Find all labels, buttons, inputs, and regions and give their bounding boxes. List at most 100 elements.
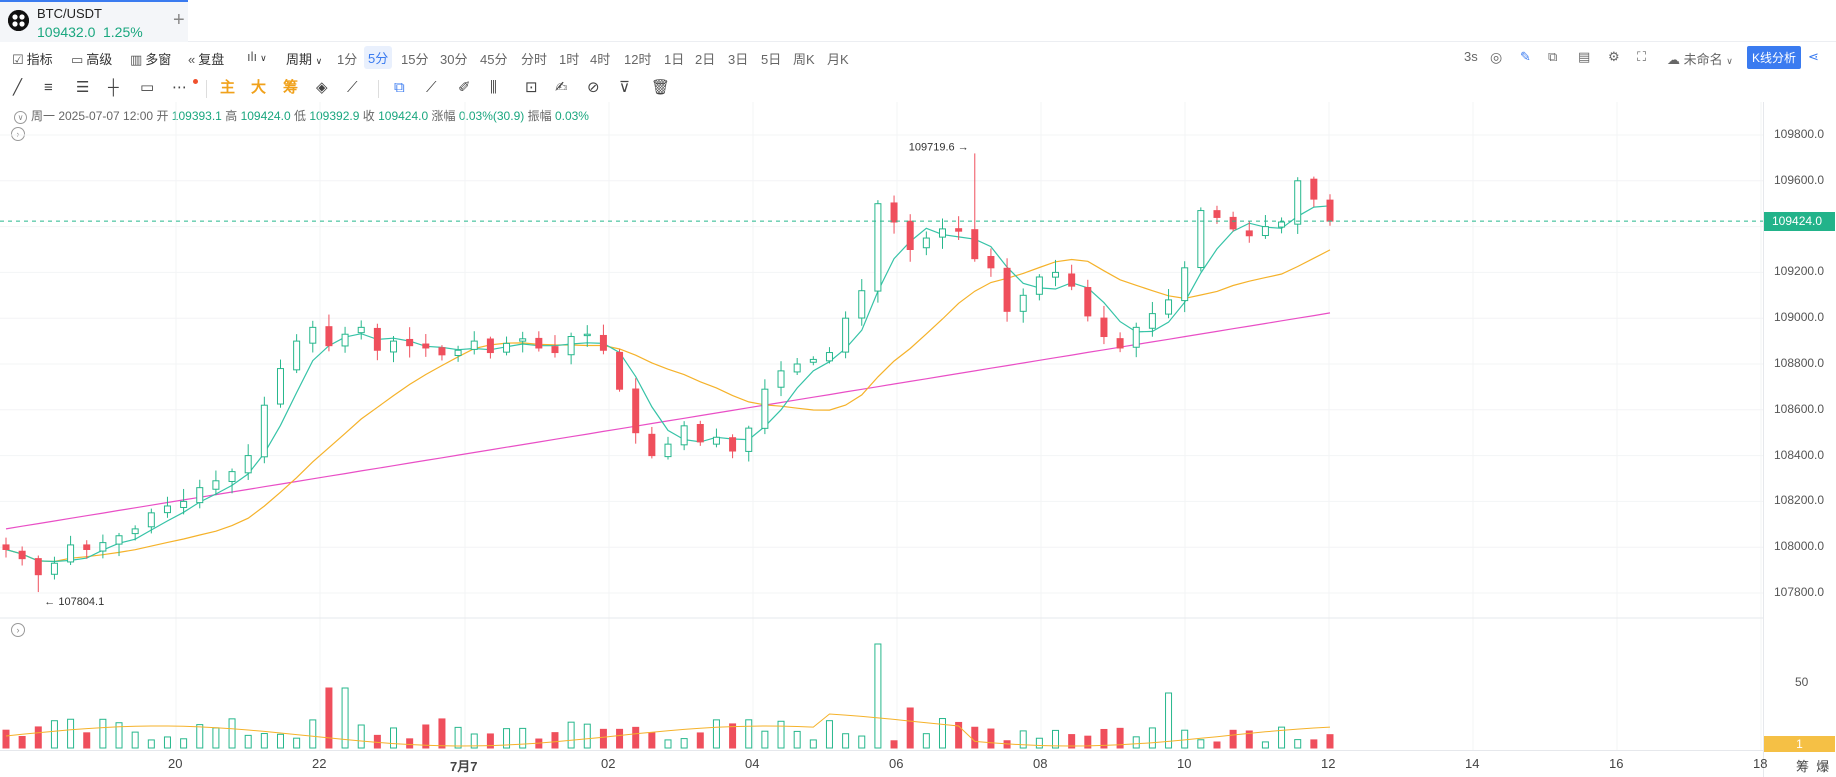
eraser-icon[interactable]: ⟋ xyxy=(347,79,358,96)
period-15m[interactable]: 15分 xyxy=(401,52,429,67)
candle-body xyxy=(163,505,171,514)
price-axis[interactable] xyxy=(1763,102,1836,777)
candle-body xyxy=(648,433,656,457)
copy-icon[interactable]: ⧉ xyxy=(394,79,405,96)
volume-bar xyxy=(486,733,494,749)
rectangle-icon[interactable]: ▭ xyxy=(140,79,155,96)
expand-volume-icon[interactable]: › xyxy=(11,623,25,637)
chevron-down-icon: ∨ xyxy=(1726,56,1733,66)
indicator-icon: ☑ xyxy=(12,52,24,67)
period-30m[interactable]: 30分 xyxy=(440,52,468,67)
period-3d[interactable]: 3日 xyxy=(728,52,749,67)
tab-btc-usdt[interactable]: BTC/USDT 109432.0 1.25% xyxy=(0,0,188,42)
volume-bar xyxy=(664,739,672,749)
candle-body xyxy=(180,500,188,508)
advanced-button[interactable]: ▭ 高级 xyxy=(71,49,112,68)
range-icon[interactable]: ⫼ xyxy=(490,79,497,96)
candle-body xyxy=(890,202,898,223)
volume-bar xyxy=(777,720,785,749)
note-icon[interactable]: ✍ xyxy=(555,79,568,96)
chips-toggle[interactable]: 筹 xyxy=(283,79,299,96)
pen-icon[interactable]: ✎ xyxy=(1520,49,1531,64)
period-4h[interactable]: 4时 xyxy=(590,52,611,67)
period-5d[interactable]: 5日 xyxy=(761,52,782,67)
candle-body xyxy=(955,228,963,232)
period-2d[interactable]: 2日 xyxy=(695,52,716,67)
period-1m[interactable]: 1分 xyxy=(337,52,358,67)
volume-bar xyxy=(955,721,963,749)
period-dropdown[interactable]: 周期 ∨ xyxy=(286,49,322,68)
period-12h[interactable]: 12时 xyxy=(624,52,652,67)
time-axis[interactable] xyxy=(0,750,1763,777)
candle-body xyxy=(842,317,850,353)
candle-body xyxy=(196,487,204,504)
candle-body xyxy=(293,340,301,371)
indicators-button[interactable]: ☑ 指标 xyxy=(12,49,53,68)
close-label: 收 xyxy=(362,109,375,123)
period-week[interactable]: 周K xyxy=(793,52,815,67)
period-1h[interactable]: 1时 xyxy=(559,52,580,67)
kline-analysis-button[interactable]: K线分析 xyxy=(1747,46,1802,69)
plus-icon[interactable]: + xyxy=(173,9,185,31)
volume-bar xyxy=(163,736,171,749)
volume-bar xyxy=(309,719,317,749)
chips-button[interactable]: 筹 xyxy=(1796,759,1810,774)
refresh-interval[interactable]: 3s xyxy=(1464,49,1478,64)
price-axis-label: 108200.0 xyxy=(1774,493,1825,508)
period-1d[interactable]: 1日 xyxy=(664,52,685,67)
parallel-lines-icon[interactable]: ≡ xyxy=(44,79,53,96)
link-icon[interactable]: ⊘ xyxy=(587,79,600,96)
period-45m[interactable]: 45分 xyxy=(480,52,508,67)
filter-icon[interactable]: ⊽ xyxy=(619,79,630,96)
replay-button[interactable]: «复盘 xyxy=(188,49,224,68)
more-tools-icon[interactable]: ⋯ xyxy=(172,79,187,96)
candle-body xyxy=(1261,226,1269,237)
candle-body xyxy=(341,333,349,347)
volume-bar xyxy=(196,724,204,749)
tab-bar: BTC/USDT 109432.0 1.25% + xyxy=(0,0,1836,42)
period-5m[interactable]: 5分 xyxy=(364,46,393,69)
fullscreen-icon[interactable]: ⛶ xyxy=(1637,49,1647,64)
table-icon[interactable]: ▤ xyxy=(1578,49,1591,64)
expand-indicators-icon[interactable]: › xyxy=(11,127,25,141)
settings-icon[interactable]: ⚙ xyxy=(1608,49,1620,64)
magnet-icon[interactable]: ◈ xyxy=(316,79,328,96)
volume-bar xyxy=(1245,730,1253,749)
main-chart-toggle[interactable]: 主 xyxy=(220,79,236,96)
price-axis-label: 109000.0 xyxy=(1774,310,1825,325)
period-month[interactable]: 月K xyxy=(827,52,849,67)
candle-body xyxy=(599,334,607,351)
share-icon[interactable]: ⋖ xyxy=(1808,49,1819,64)
candle-body xyxy=(131,528,139,535)
candlestick-chart[interactable]: 109719.6 → ← 107804.1 xyxy=(0,0,1763,750)
volume-bar xyxy=(890,740,898,749)
notification-dot xyxy=(193,79,198,84)
volume-bar xyxy=(503,728,511,749)
chart-type-button[interactable]: ılı ∨ xyxy=(247,49,267,64)
period-timeshare[interactable]: 分时 xyxy=(521,52,548,67)
candle-body xyxy=(1326,199,1334,222)
lock-icon[interactable]: ⊡ xyxy=(525,79,538,96)
explode-button[interactable]: 爆 xyxy=(1816,759,1830,774)
price-axis-label: 108400.0 xyxy=(1774,447,1825,462)
channel-icon[interactable]: ☰ xyxy=(76,79,90,96)
candle-body xyxy=(1278,221,1286,228)
volume-bar xyxy=(1261,741,1269,749)
trash-icon[interactable]: 🗑 xyxy=(651,79,671,96)
line-tool-icon[interactable]: ╱ xyxy=(13,79,23,96)
brush-icon[interactable]: ✐ xyxy=(458,79,471,96)
layout-icon[interactable]: ⧉ xyxy=(1548,49,1558,64)
ruler-icon[interactable]: ⟋ xyxy=(426,79,437,96)
multi-window-button[interactable]: ▥ 多窗 xyxy=(130,49,171,68)
collapse-toggle[interactable]: ∨ xyxy=(14,111,27,124)
ohlc-info: ∨ 周一 2025-07-07 12:00 开 109393.1 高 109424… xyxy=(14,107,589,124)
exchange-logo-icon xyxy=(8,10,29,31)
horizontal-line-icon[interactable]: ┼ xyxy=(108,79,119,96)
low-label: 低 xyxy=(293,109,306,123)
cloud-save-button[interactable]: ☁ 未命名 ∨ xyxy=(1667,49,1733,68)
candle-body xyxy=(244,455,252,474)
candle-body xyxy=(1019,294,1027,312)
big-order-toggle[interactable]: 大 xyxy=(251,79,267,96)
camera-icon[interactable]: ◎ xyxy=(1490,49,1503,65)
time-axis-label: 14 xyxy=(1465,756,1480,771)
